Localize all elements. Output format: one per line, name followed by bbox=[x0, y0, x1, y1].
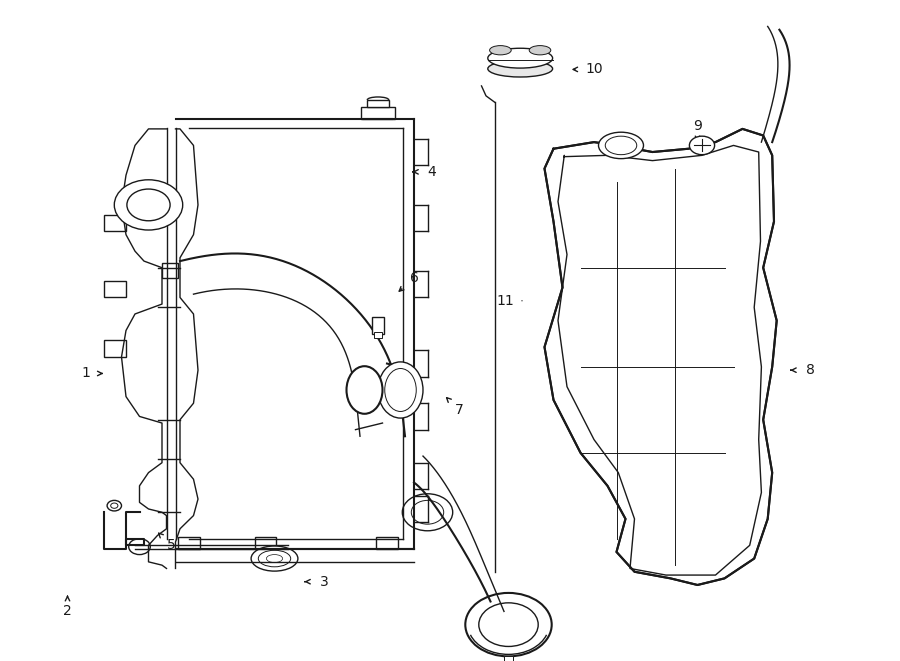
Circle shape bbox=[465, 593, 552, 656]
Text: 6: 6 bbox=[410, 270, 418, 285]
Circle shape bbox=[127, 189, 170, 221]
Text: 5: 5 bbox=[166, 538, 176, 553]
Bar bbox=[367, 100, 389, 107]
Bar bbox=[372, 317, 384, 334]
Text: 11: 11 bbox=[497, 293, 515, 308]
Circle shape bbox=[129, 539, 150, 555]
Circle shape bbox=[689, 136, 715, 155]
Bar bbox=[504, 656, 513, 661]
Ellipse shape bbox=[258, 550, 291, 567]
Text: 10: 10 bbox=[585, 62, 603, 77]
Ellipse shape bbox=[490, 46, 511, 55]
Text: 1: 1 bbox=[81, 366, 90, 381]
Ellipse shape bbox=[266, 555, 283, 563]
Bar bbox=[255, 537, 276, 549]
Circle shape bbox=[114, 180, 183, 230]
Text: 7: 7 bbox=[454, 403, 464, 417]
Bar bbox=[374, 332, 382, 338]
Bar bbox=[104, 281, 126, 297]
Ellipse shape bbox=[251, 546, 298, 571]
Bar bbox=[104, 215, 126, 231]
Ellipse shape bbox=[529, 46, 551, 55]
Circle shape bbox=[479, 603, 538, 646]
Text: 2: 2 bbox=[63, 604, 72, 619]
Polygon shape bbox=[544, 129, 777, 585]
Bar bbox=[178, 537, 200, 549]
Circle shape bbox=[111, 503, 118, 508]
Ellipse shape bbox=[488, 48, 553, 68]
Ellipse shape bbox=[605, 136, 637, 155]
Ellipse shape bbox=[346, 366, 382, 414]
Text: 8: 8 bbox=[806, 363, 814, 377]
Text: 4: 4 bbox=[428, 165, 436, 179]
Ellipse shape bbox=[488, 60, 553, 77]
Ellipse shape bbox=[378, 362, 423, 418]
Bar bbox=[162, 263, 178, 278]
Ellipse shape bbox=[598, 132, 644, 159]
Bar bbox=[361, 107, 395, 119]
Ellipse shape bbox=[385, 369, 416, 411]
Circle shape bbox=[402, 494, 453, 531]
Circle shape bbox=[411, 500, 444, 524]
Text: 3: 3 bbox=[320, 574, 328, 589]
Text: 9: 9 bbox=[693, 118, 702, 133]
Circle shape bbox=[107, 500, 122, 511]
Bar bbox=[376, 537, 398, 549]
Bar bbox=[104, 340, 126, 357]
